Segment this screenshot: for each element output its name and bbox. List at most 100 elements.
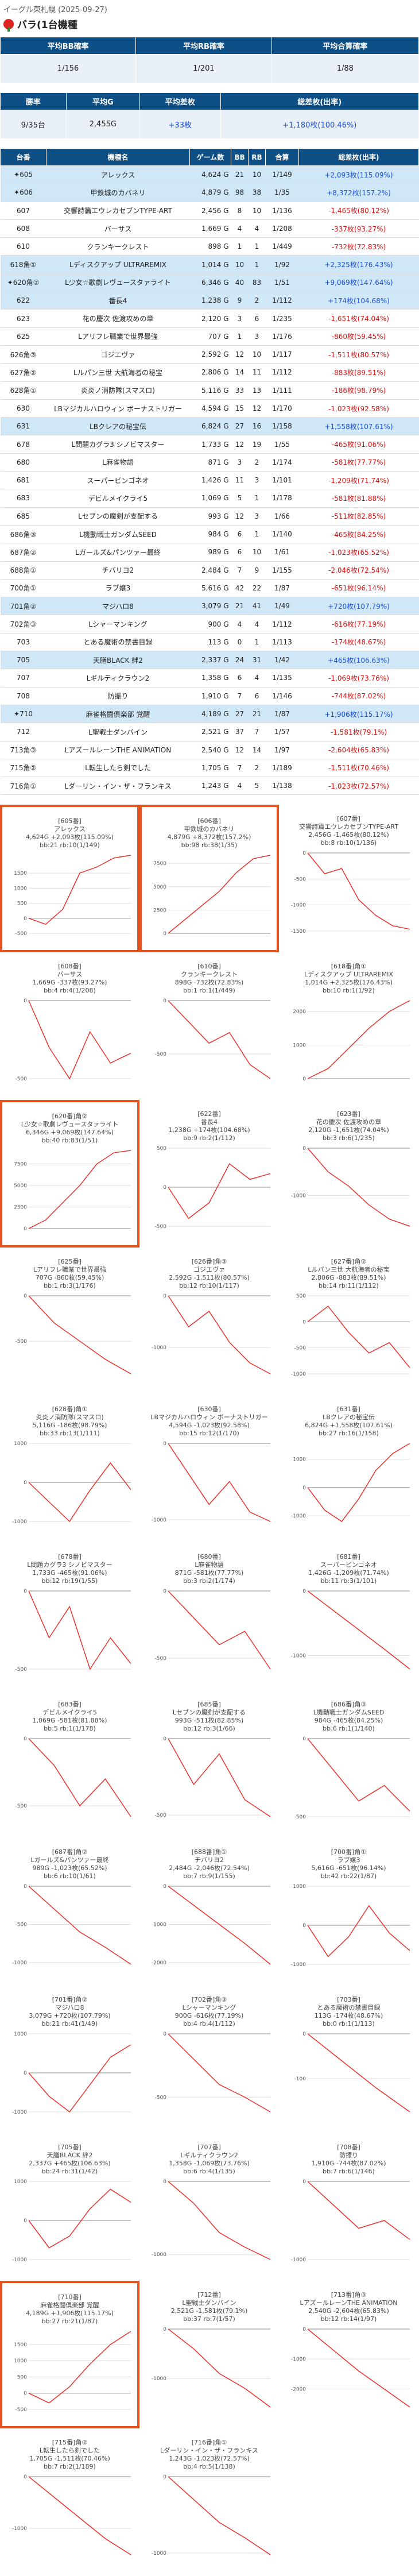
table-row[interactable]: 627角② Lルパン三世 大航海者の秘宝 2,806 G 14 11 1/112 -883枚…	[0, 363, 419, 382]
table-row[interactable]: 707 Lギルティクラウン2 1,358 G 6 4 1/135 -1,069枚(73.76…	[0, 669, 419, 688]
graph-card[interactable]: [627番]角② Lルパン三世 大航海者の秘宝 2,806G -883枚(89.51…	[279, 1248, 418, 1395]
graph-card[interactable]: [686番]角③ L機動戦士ガンダムSEED 984G -465枚(84.25%) b…	[279, 1690, 418, 1838]
table-row[interactable]: 608 バーサス 1,669 G 4 4 1/208 -337枚(93.27%)	[0, 219, 419, 238]
machine-name[interactable]: L少女☆歌劇レヴュースタァライト	[46, 273, 190, 292]
graph-card[interactable]: [678番] L問題カグラ3 シノビマスター 1,733G -465枚(91.06%…	[0, 1543, 139, 1690]
graph-card[interactable]: [623番] 花の慶次 佐渡攻めの章 2,120G -1,651枚(74.04%) b…	[279, 1100, 418, 1248]
graph-card[interactable]: [707番] Lギルティクラウン2 1,358G -1,069枚(73.76%) bb…	[139, 2133, 279, 2281]
table-row[interactable]: 678 L問題カグラ3 シノビマスター 1,733 G 12 19 1/55 -465枚(9…	[0, 435, 419, 454]
graph-card[interactable]: [630番] LBマジカルハロウィン ボーナストリガー 4,594G -1,023枚…	[139, 1395, 279, 1543]
machine-name[interactable]: 甲鉄城のカバネリ	[46, 183, 190, 202]
table-row[interactable]: 713角③ LアズールレーンTHE ANIMATION 2,540 G 12 14 1/9…	[0, 741, 419, 759]
table-row[interactable]: 700角① ラブ嬢3 5,616 G 42 22 1/87 -651枚(96.14%)	[0, 579, 419, 598]
table-row[interactable]: 701角② マジハロ8 3,079 G 21 41 1/49 +720枚(107.79%)	[0, 597, 419, 616]
table-row[interactable]: ✦606 甲鉄城のカバネリ 4,879 G 98 38 1/35 +8,372枚(157.2…	[0, 183, 419, 202]
graph-card[interactable]: [683番] デビルメイクライ5 1,069G -581枚(81.88%) bb:5 …	[0, 1690, 139, 1838]
table-row[interactable]: 623 花の慶次 佐渡攻めの章 2,120 G 3 6 1/235 -1,651枚(74.0…	[0, 309, 419, 328]
table-row[interactable]: 626角③ ゴジエヴァ 2,592 G 12 10 1/117 -1,511枚(80.57%…	[0, 345, 419, 364]
graph-card[interactable]: [701番]角② マジハロ8 3,079G +720枚(107.79%) bb:21 …	[0, 1986, 139, 2133]
graph-card[interactable]: [618番]角① Lディスクアップ ULTRAREMIX 1,014G +2,325…	[279, 952, 418, 1100]
graph-card[interactable]: [620番]角② L少女☆歌劇レヴュースタァライト 6,346G +9,069枚(1…	[0, 1100, 139, 1248]
machine-name[interactable]: アレックス	[46, 165, 190, 184]
graph-card[interactable]: [715番]角② L転生したら剣でした 1,705G -1,511枚(70.46%)…	[0, 2428, 139, 2576]
table-row[interactable]: 607 交響詩篇エウレカセブンTYPE-ART 2,456 G 8 10 1/136 -1,…	[0, 202, 419, 220]
machine-name[interactable]: Lシャーマンキング	[46, 615, 190, 634]
table-row[interactable]: 688角① チバリヨ2 2,484 G 7 9 1/155 -2,046枚(72.54%)	[0, 561, 419, 580]
machine-name[interactable]: 花の慶次 佐渡攻めの章	[46, 309, 190, 328]
machine-name[interactable]: デビルメイクライ5	[46, 489, 190, 508]
table-row[interactable]: 681 スーパービンゴネオ 1,426 G 11 3 1/101 -1,209枚(71.74…	[0, 471, 419, 490]
table-row[interactable]: 702角③ Lシャーマンキング 900 G 4 4 1/112 -616枚(77.19%)	[0, 615, 419, 634]
graph-card[interactable]: [712番] L聖戦士ダンバイン 2,521G -1,581枚(79.1%) bb:3…	[139, 2281, 279, 2428]
machine-name[interactable]: LBマジカルハロウィン ボーナストリガー	[46, 399, 190, 418]
machine-name[interactable]: 防振り	[46, 687, 190, 705]
graph-card[interactable]: [628番]角① 炎炎ノ消防隊(スマスロ) 5,116G -186枚(98.79%)…	[0, 1395, 139, 1543]
table-row[interactable]: 631 LBクレアの秘宝伝 6,824 G 27 16 1/158 +1,558枚(107.…	[0, 417, 419, 436]
table-row[interactable]: 685 Lセブンの魔剣が支配する 993 G 12 3 1/66 -511枚(82.85%)	[0, 507, 419, 526]
graph-card[interactable]: [625番] Lアリフレ職業で世界最強 707G -860枚(59.45%) bb:1…	[0, 1248, 139, 1395]
machine-name[interactable]: Lディスクアップ ULTRAREMIX	[46, 255, 190, 274]
machine-name[interactable]: クランキークレスト	[46, 237, 190, 256]
machine-name[interactable]: LBクレアの秘宝伝	[46, 417, 190, 436]
graph-card[interactable]: [688番]角① チバリヨ2 2,484G -2,046枚(72.54%) bb:7 …	[139, 1838, 279, 1986]
graph-card[interactable]: [607番] 交響詩篇エウレカセブンTYPE-ART 2,456G -1,465枚(…	[279, 805, 418, 952]
graph-card[interactable]: [680番] L麻雀物語 871G -581枚(77.77%) bb:3 rb:2(1…	[139, 1543, 279, 1690]
table-row[interactable]: 712 L聖戦士ダンバイン 2,521 G 37 7 1/57 -1,581枚(79.1%)	[0, 723, 419, 741]
graph-card[interactable]: [687番]角② Lガールズ&パンツァー最終 989G -1,023枚(65.52%…	[0, 1838, 139, 1986]
machine-name[interactable]: 炎炎ノ消防隊(スマスロ)	[46, 381, 190, 400]
machine-name[interactable]: バーサス	[46, 219, 190, 238]
machine-name[interactable]: L転生したら剣でした	[46, 759, 190, 778]
graph-card[interactable]: [631番] LBクレアの秘宝伝 6,824G +1,558枚(107.61%) bb…	[279, 1395, 418, 1543]
graph-card[interactable]: [710番] 麻雀格闘倶楽部 覚醒 4,189G +1,906枚(115.17%) b…	[0, 2281, 139, 2429]
graph-card[interactable]: [622番] 番長4 1,238G +174枚(104.68%) bb:9 rb:2(…	[139, 1100, 279, 1248]
table-row[interactable]: 622 番長4 1,238 G 9 2 1/112 +174枚(104.68%)	[0, 291, 419, 310]
machine-name[interactable]: L聖戦士ダンバイン	[46, 723, 190, 741]
machine-name[interactable]: L麻雀物語	[46, 453, 190, 472]
table-row[interactable]: ✦620角② L少女☆歌劇レヴュースタァライト 6,346 G 40 83 1/51 +9,…	[0, 273, 419, 292]
machine-name[interactable]: Lセブンの魔剣が支配する	[46, 507, 190, 526]
table-row[interactable]: 610 クランキークレスト 898 G 1 1 1/449 -732枚(72.83%)	[0, 237, 419, 256]
graph-card[interactable]: [716番]角① Lダーリン・イン・ザ・フランキス 1,243G -1,023枚(7…	[139, 2428, 279, 2576]
table-row[interactable]: 628角① 炎炎ノ消防隊(スマスロ) 5,116 G 33 13 1/111 -186枚(9…	[0, 381, 419, 400]
table-row[interactable]: 705 天膳BLACK 絆2 2,337 G 24 31 1/42 +465枚(106.63…	[0, 651, 419, 670]
graph-card[interactable]: [605番] アレックス 4,624G +2,093枚(115.09%) bb:21 …	[0, 805, 139, 953]
machine-name[interactable]: 麻雀格闘倶楽部 覚醒	[46, 705, 190, 724]
graph-card[interactable]: [606番] 甲鉄城のカバネリ 4,879G +8,372枚(157.2%) bb:9…	[139, 805, 279, 953]
table-row[interactable]: 683 デビルメイクライ5 1,069 G 5 1 1/178 -581枚(81.88%)	[0, 489, 419, 508]
machine-name[interactable]: Lダーリン・イン・ザ・フランキス	[46, 777, 190, 795]
graph-card[interactable]: [608番] バーサス 1,669G -337枚(93.27%) bb:4 rb:4(…	[0, 952, 139, 1100]
table-row[interactable]: 618角① Lディスクアップ ULTRAREMIX 1,014 G 10 1 1/92 +2…	[0, 255, 419, 274]
table-row[interactable]: ✦710 麻雀格闘倶楽部 覚醒 4,189 G 27 21 1/87 +1,906枚(115…	[0, 705, 419, 724]
graph-card[interactable]: [703番] とある魔術の禁書目録 113G -174枚(48.67%) bb:0 r…	[279, 1986, 418, 2133]
table-row[interactable]: 680 L麻雀物語 871 G 3 2 1/174 -581枚(77.77%)	[0, 453, 419, 472]
machine-name[interactable]: Lガールズ&パンツァー最終	[46, 543, 190, 562]
graph-card[interactable]: [610番] クランキークレスト 898G -732枚(72.83%) bb:1 rb…	[139, 952, 279, 1100]
machine-name[interactable]: 天膳BLACK 絆2	[46, 651, 190, 670]
machine-name[interactable]: 交響詩篇エウレカセブンTYPE-ART	[46, 202, 190, 220]
machine-name[interactable]: とある魔術の禁書目録	[46, 633, 190, 652]
graph-card[interactable]: [713番]角③ LアズールレーンTHE ANIMATION 2,540G -2,6…	[279, 2281, 418, 2428]
graph-card[interactable]: [626番]角③ ゴジエヴァ 2,592G -1,511枚(80.57%) bb:12…	[139, 1248, 279, 1395]
machine-name[interactable]: スーパービンゴネオ	[46, 471, 190, 490]
machine-name[interactable]: ゴジエヴァ	[46, 345, 190, 364]
graph-card[interactable]: [681番] スーパービンゴネオ 1,426G -1,209枚(71.74%) bb:…	[279, 1543, 418, 1690]
table-row[interactable]: 708 防振り 1,910 G 7 6 1/146 -744枚(87.02%)	[0, 687, 419, 705]
table-row[interactable]: 625 Lアリフレ職業で世界最強 707 G 1 3 1/176 -860枚(59.45%)	[0, 327, 419, 346]
machine-name[interactable]: L機動戦士ガンダムSEED	[46, 525, 190, 544]
graph-card[interactable]: [708番] 防振り 1,910G -744枚(87.02%) bb:7 rb:6(1…	[279, 2133, 418, 2281]
table-row[interactable]: 703 とある魔術の禁書目録 113 G 0 1 1/113 -174枚(48.67%)	[0, 633, 419, 652]
graph-card[interactable]: [702番]角③ Lシャーマンキング 900G -616枚(77.19%) bb:4 …	[139, 1986, 279, 2133]
graph-card[interactable]: [700番]角① ラブ嬢3 5,616G -651枚(96.14%) bb:42 rb…	[279, 1838, 418, 1986]
table-row[interactable]: 630 LBマジカルハロウィン ボーナストリガー 4,594 G 15 12 1/170-…	[0, 399, 419, 418]
machine-name[interactable]: Lギルティクラウン2	[46, 669, 190, 688]
machine-name[interactable]: マジハロ8	[46, 597, 190, 616]
machine-name[interactable]: Lアリフレ職業で世界最強	[46, 327, 190, 346]
graph-card[interactable]: [705番] 天膳BLACK 絆2 2,337G +465枚(106.63%) bb:…	[0, 2133, 139, 2281]
table-row[interactable]: 687角② Lガールズ&パンツァー最終 989 G 6 10 1/61 -1,023枚(65…	[0, 543, 419, 562]
table-row[interactable]: 715角② L転生したら剣でした 1,705 G 7 2 1/189 -1,511枚(70.…	[0, 759, 419, 778]
machine-name[interactable]: チバリヨ2	[46, 561, 190, 580]
machine-name[interactable]: LアズールレーンTHE ANIMATION	[46, 741, 190, 759]
machine-name[interactable]: L問題カグラ3 シノビマスター	[46, 435, 190, 454]
graph-card[interactable]: [685番] Lセブンの魔剣が支配する 993G -511枚(82.85%) bb:1…	[139, 1690, 279, 1838]
table-row[interactable]: 686角③ L機動戦士ガンダムSEED 984 G 6 1 1/140 -465枚(84.2…	[0, 525, 419, 544]
